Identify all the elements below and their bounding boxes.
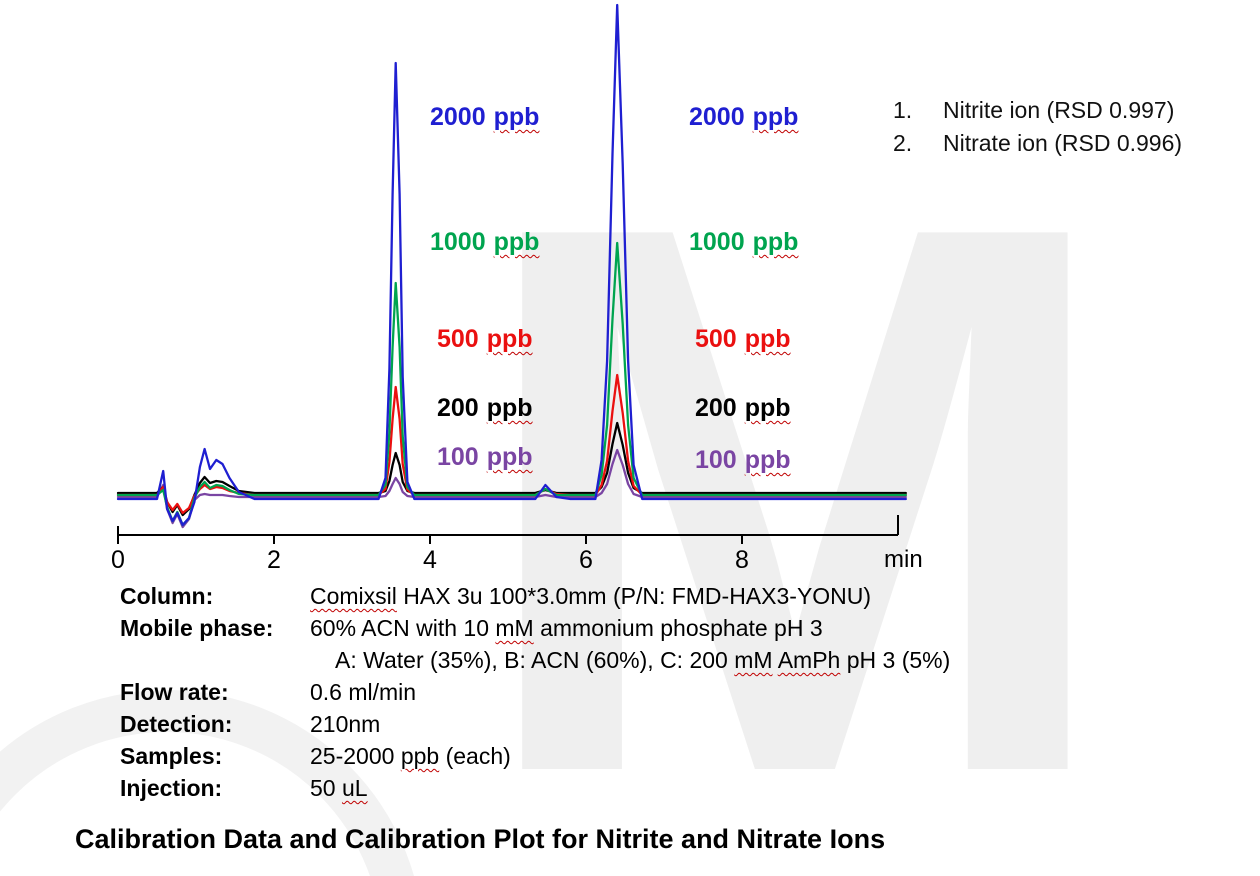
method-row-samples: Samples: 25-2000 ppb (each): [120, 743, 511, 770]
figure-title: Calibration Data and Calibration Plot fo…: [75, 824, 886, 854]
method-row-detection: Detection: 210nm: [120, 711, 380, 738]
x-tick-label-6: 6: [579, 546, 593, 574]
legend-item-nitrite: 1. Nitrite ion (RSD 0.997): [893, 94, 1182, 127]
concentration-amount: 100: [695, 446, 737, 474]
concentration-unit: ppb: [486, 394, 533, 422]
text-part: 25-2000: [310, 743, 401, 769]
method-row-column: Column: Comixsil HAX 3u 100*3.0mm (P/N: F…: [120, 583, 871, 610]
method-row-injection: Injection: 50 uL: [120, 775, 368, 802]
trace-500-ppb: [116, 373, 907, 515]
concentration-amount: 1000: [689, 228, 745, 256]
method-row-mobile-phase: Mobile phase: 60% ACN with 10 mM ammonium…: [120, 615, 823, 642]
concentration-amount: 2000: [430, 103, 486, 131]
concentration-unit: ppb: [493, 228, 540, 256]
concentration-unit: ppb: [744, 394, 791, 422]
concentration-amount: 500: [695, 325, 737, 353]
concentration-unit: ppb: [744, 446, 791, 474]
concentration-amount: 500: [437, 325, 479, 353]
x-axis-unit-label: min: [884, 546, 923, 573]
text-part: 0.6 ml/min: [310, 679, 417, 705]
concentration-amount: 200: [695, 394, 737, 422]
concentration-label-nitrite-1000: 1000 ppb: [430, 228, 539, 257]
concentration-unit: ppb: [486, 443, 533, 471]
method-value: 25-2000 ppb (each): [310, 743, 511, 769]
legend-number: 2.: [893, 130, 913, 156]
text-part: HAX 3u 100*3.0mm (P/N: FMD-HAX3-YONU): [396, 583, 872, 609]
text-part: AmPh: [777, 647, 841, 673]
legend-item-nitrate: 2. Nitrate ion (RSD 0.996): [893, 127, 1182, 160]
text-part: Comixsil: [310, 583, 397, 609]
method-value: 60% ACN with 10 mM ammonium phosphate pH…: [310, 615, 823, 641]
method-label: Injection:: [120, 775, 223, 801]
x-tick-label-0: 0: [111, 546, 125, 574]
method-label: Mobile phase:: [120, 615, 274, 641]
concentration-unit: ppb: [752, 228, 799, 256]
text-part: A: Water (35%), B: ACN (60%), C: 200: [335, 647, 735, 673]
concentration-label-nitrite-200: 200 ppb: [437, 394, 533, 423]
text-part: pH 3 (5%): [840, 647, 951, 673]
concentration-label-nitrite-100: 100 ppb: [437, 443, 533, 472]
legend-label: Nitrite ion (RSD 0.997): [943, 97, 1175, 123]
concentration-label-nitrate-100: 100 ppb: [695, 446, 791, 475]
method-value: 0.6 ml/min: [310, 679, 416, 705]
concentration-unit: ppb: [493, 103, 540, 131]
method-label: Flow rate:: [120, 679, 229, 705]
method-value: A: Water (35%), B: ACN (60%), C: 200 mM …: [335, 647, 950, 673]
text-part: 50: [310, 775, 342, 801]
concentration-unit: ppb: [486, 325, 533, 353]
concentration-unit: ppb: [744, 325, 791, 353]
method-value: 50 uL: [310, 775, 368, 801]
x-tick-label-2: 2: [267, 546, 281, 574]
text-part: 60% ACN with 10: [310, 615, 496, 641]
legend-label: Nitrate ion (RSD 0.996): [943, 130, 1183, 156]
concentration-label-nitrate-200: 200 ppb: [695, 394, 791, 423]
concentration-amount: 200: [437, 394, 479, 422]
method-label: Column:: [120, 583, 214, 609]
concentration-amount: 100: [437, 443, 479, 471]
method-value: Comixsil HAX 3u 100*3.0mm (P/N: FMD-HAX3…: [310, 583, 871, 609]
concentration-label-nitrate-500: 500 ppb: [695, 325, 791, 354]
text-part: ammonium phosphate pH 3: [533, 615, 823, 641]
method-label: Detection:: [120, 711, 233, 737]
concentration-label-nitrate-2000: 2000 ppb: [689, 103, 798, 132]
text-part: 210nm: [310, 711, 381, 737]
concentration-label-nitrite-500: 500 ppb: [437, 325, 533, 354]
x-tick-label-8: 8: [735, 546, 749, 574]
text-part: ppb: [400, 743, 440, 769]
method-value: 210nm: [310, 711, 380, 737]
trace-1000-ppb: [116, 241, 907, 527]
method-label: Samples:: [120, 743, 223, 769]
concentration-label-nitrate-1000: 1000 ppb: [689, 228, 798, 257]
text-part: (each): [439, 743, 511, 769]
concentration-amount: 1000: [430, 228, 486, 256]
text-part: uL: [341, 775, 368, 801]
x-tick-label-4: 4: [423, 546, 437, 574]
text-part: mM: [734, 647, 773, 673]
trace-group: [116, 3, 907, 529]
concentration-unit: ppb: [752, 103, 799, 131]
concentration-amount: 2000: [689, 103, 745, 131]
legend-number: 1.: [893, 97, 913, 123]
text-part: mM: [495, 615, 534, 641]
concentration-label-nitrite-2000: 2000 ppb: [430, 103, 539, 132]
trace-2000-ppb: [116, 3, 907, 527]
method-row-mobile-phase-2: A: Water (35%), B: ACN (60%), C: 200 mM …: [120, 647, 950, 674]
method-row-flow-rate: Flow rate: 0.6 ml/min: [120, 679, 416, 706]
peak-legend: 1. Nitrite ion (RSD 0.997) 2. Nitrate io…: [893, 94, 1182, 160]
time-axis: [117, 515, 899, 544]
